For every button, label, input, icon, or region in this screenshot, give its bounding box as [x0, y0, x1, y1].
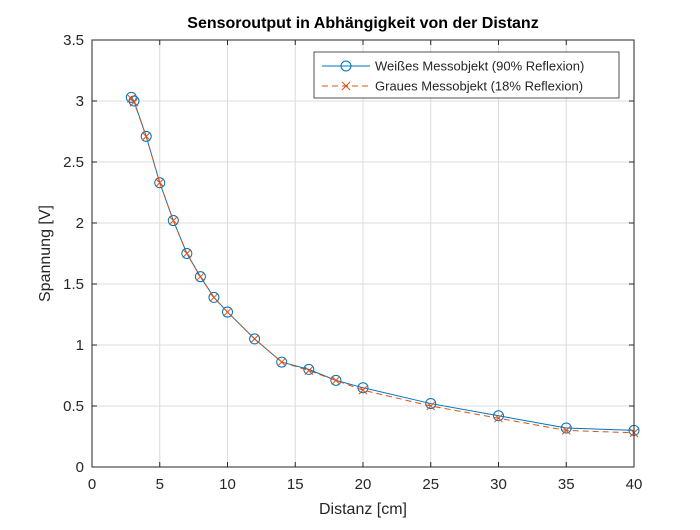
data-point-x — [494, 413, 503, 423]
legend-label-gray: Graues Messobjekt (18% Reflexion) — [375, 79, 583, 94]
y-axis-label: Spannung [V] — [37, 205, 54, 302]
data-point-x — [182, 249, 192, 258]
x-axis-label: Distanz [cm] — [319, 501, 407, 518]
data-point-circle — [425, 398, 437, 410]
data-point-x — [196, 272, 205, 282]
y-tick-label: 1 — [76, 337, 84, 354]
y-tick-label: 2 — [76, 215, 84, 232]
x-tick-label: 35 — [558, 476, 575, 493]
data-point-circle — [208, 291, 220, 303]
data-point-x — [126, 94, 136, 103]
y-tick-label: 2.5 — [63, 154, 84, 171]
x-tick-label: 15 — [287, 476, 304, 493]
series-layer — [125, 91, 640, 438]
y-tick-label: 0.5 — [63, 398, 84, 415]
data-point-x — [168, 216, 178, 225]
data-point-circle — [140, 130, 152, 142]
data-point-x — [358, 385, 368, 395]
data-point-x — [141, 132, 151, 141]
x-tick-label: 30 — [490, 476, 507, 493]
data-point-x — [304, 366, 314, 375]
ticks: 0 5 10 15 20 25 30 35 40 0 0.5 1 1.5 2 2.5 3 3.5 — [63, 32, 642, 493]
data-point-circle — [249, 333, 261, 345]
data-point-circle — [154, 177, 166, 189]
data-point-x — [331, 376, 341, 385]
data-point-circle — [493, 410, 504, 422]
data-point-x — [561, 426, 571, 435]
x-tick-label: 40 — [626, 476, 643, 493]
data-point-circle — [167, 215, 179, 227]
data-point-x — [129, 97, 139, 107]
x-tick-label: 25 — [422, 476, 439, 493]
data-point-x — [250, 334, 259, 344]
legend-marker-white — [340, 60, 352, 72]
chart-title: Sensoroutput in Abhängigkeit von der Dis… — [187, 15, 538, 32]
y-tick-label: 1.5 — [63, 276, 84, 293]
legend-box — [313, 51, 620, 99]
x-tick-label: 20 — [355, 476, 372, 493]
x-tick-label: 10 — [219, 476, 236, 493]
x-tick-label: 5 — [156, 476, 164, 493]
y-tick-label: 0 — [76, 459, 84, 476]
data-point-x — [155, 178, 165, 188]
y-tick-label: 3.5 — [63, 32, 84, 49]
data-point-circle — [222, 306, 233, 318]
x-tick-label: 0 — [88, 476, 96, 493]
data-point-x — [426, 401, 436, 411]
data-point-x — [223, 307, 232, 317]
data-point-circle — [330, 374, 342, 386]
series-line-1 — [130, 98, 635, 434]
legend: Weißes Messobjekt (90% Reflexion) Graues… — [313, 51, 620, 99]
data-point-x — [209, 293, 219, 302]
data-point-circle — [560, 422, 572, 434]
data-point-circle — [125, 91, 137, 103]
data-point-circle — [181, 248, 193, 259]
legend-label-white: Weißes Messobjekt (90% Reflexion) — [375, 59, 584, 74]
data-point-circle — [194, 271, 206, 283]
y-tick-label: 3 — [76, 93, 84, 110]
data-point-x — [277, 357, 287, 367]
legend-marker-gray — [341, 81, 351, 91]
data-point-circle — [357, 382, 369, 394]
data-point-circle — [276, 356, 288, 368]
